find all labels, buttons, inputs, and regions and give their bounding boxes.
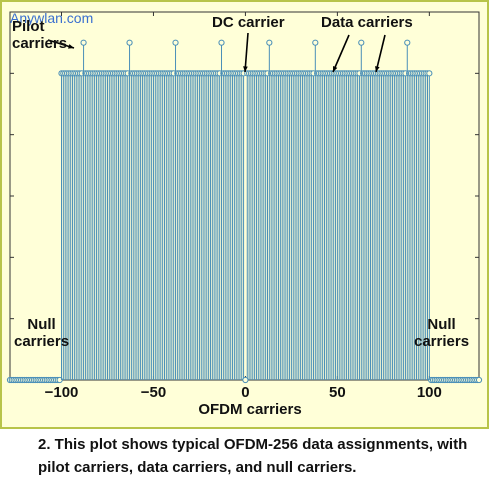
x-tick-label-3: 50: [329, 384, 346, 401]
x-tick-label-0: −100: [44, 384, 79, 401]
data-arrow-1: [332, 34, 350, 73]
null-carrier--101-marker: [56, 376, 63, 384]
null-carriers-right-label: Null carriers: [414, 316, 470, 350]
x-axis-label: OFDM carriers: [198, 401, 302, 418]
pilot-arrow-head: [68, 44, 74, 49]
watermark: Anywlan.com: [10, 10, 94, 26]
null-carriers-left-label: Null carriers: [14, 316, 70, 350]
caption-text: 2. This plot shows typical OFDM-256 data…: [38, 436, 468, 476]
data-arrow-2-head: [375, 66, 380, 72]
data-carriers-label: Data carriers: [321, 14, 413, 31]
pilot-carriers-label: Pilot carriers: [12, 18, 68, 52]
dc-carrier-marker: [242, 376, 249, 384]
x-tick-label-4: 100: [416, 384, 442, 401]
pilot-carrier-38-marker: [312, 39, 319, 46]
pilot-carrier--88-marker: [80, 39, 87, 46]
data-arrow-2: [375, 34, 386, 73]
ofdm-stem-plot: [6, 11, 483, 384]
dc-arrow-head: [243, 66, 248, 72]
x-tick-label-1: −50: [140, 384, 167, 401]
pilot-carrier--38-marker: [172, 39, 179, 46]
pilot-carrier-88-marker: [404, 39, 411, 46]
x-tick-label-2: 0: [241, 384, 250, 401]
null-carrier-127-marker: [475, 376, 483, 384]
figure-caption: 2. This plot shows typical OFDM-256 data…: [0, 429, 489, 480]
dc-carrier-label: DC carrier: [212, 14, 285, 31]
dc-arrow: [244, 32, 249, 73]
pilot-carrier-63-marker: [358, 39, 365, 46]
pilot-carrier--13-marker: [218, 39, 225, 46]
data-arrow-1-head: [333, 66, 338, 72]
pilot-carrier--63-marker: [126, 39, 133, 46]
data-carrier-100-marker: [426, 70, 433, 77]
pilot-carrier-13-marker: [266, 39, 273, 46]
